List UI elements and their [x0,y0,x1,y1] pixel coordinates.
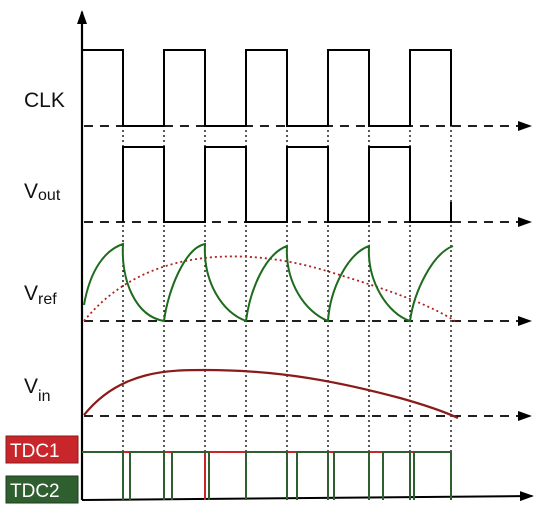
clk-label: CLK [24,89,65,112]
vref-label: Vref [24,282,57,308]
horizontal-axis-arrow [81,491,534,502]
vout-waveform [122,146,452,223]
signal-baselines [84,121,532,421]
tdc1-label-box: TDC1 [5,435,79,464]
vin-waveform [83,368,459,419]
tdc2-label-box: TDC2 [5,475,79,504]
vin-label: Vin [24,375,50,405]
tdc1-pulses [122,451,415,500]
tdc2-label: TDC2 [10,481,60,502]
vref-envelope-dotted [83,255,456,322]
tdc1-label: TDC1 [10,441,60,462]
vout-label: Vout [24,180,61,204]
vref-waveform [83,242,454,323]
clk-waveform [82,49,452,127]
tdc2-pulses [82,451,452,500]
